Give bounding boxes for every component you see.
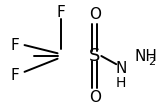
Text: NH: NH bbox=[135, 48, 157, 64]
Text: 2: 2 bbox=[149, 57, 156, 67]
Text: O: O bbox=[89, 90, 101, 105]
Text: F: F bbox=[56, 5, 65, 20]
Text: N: N bbox=[115, 61, 127, 76]
Text: O: O bbox=[89, 7, 101, 22]
Text: S: S bbox=[89, 47, 100, 65]
Text: F: F bbox=[10, 38, 19, 53]
Text: H: H bbox=[116, 76, 126, 90]
Text: F: F bbox=[10, 68, 19, 83]
